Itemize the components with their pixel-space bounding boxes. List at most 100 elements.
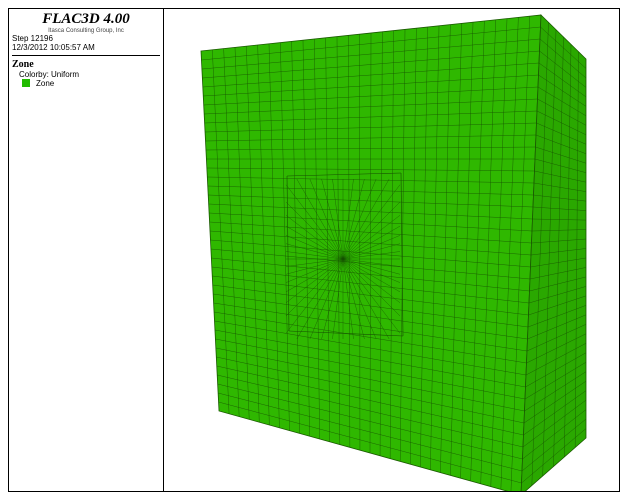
side-grid — [533, 194, 587, 202]
tunnel-mesh — [285, 258, 344, 267]
side-grid — [537, 86, 587, 117]
front-grid — [209, 212, 533, 232]
front-grid — [204, 98, 538, 115]
front-grid — [205, 122, 537, 133]
front-grid — [217, 383, 523, 460]
tunnel-edge — [288, 330, 404, 337]
tunnel-mesh — [342, 243, 401, 260]
front-grid — [214, 320, 527, 376]
tunnel-mesh — [342, 258, 401, 267]
tunnel-mesh — [285, 225, 344, 260]
tunnel-mesh — [285, 258, 344, 303]
title: FLAC3D 4.00 — [42, 11, 130, 27]
side-grid — [522, 399, 587, 448]
tunnel-mesh — [342, 258, 401, 334]
tunnel-mesh — [342, 215, 401, 260]
tunnel-mesh — [321, 258, 344, 340]
front-grid — [201, 38, 541, 70]
side-grid — [532, 206, 587, 211]
timestamp: 12/3/2012 10:05:57 AM — [12, 43, 95, 52]
front-grid — [215, 347, 525, 412]
tunnel-mesh — [342, 258, 354, 340]
tunnel-mesh — [285, 258, 344, 293]
side-grid — [536, 122, 587, 145]
front-grid — [218, 392, 523, 472]
front-grid — [208, 194, 534, 208]
tunnel-mesh — [342, 258, 401, 283]
side-grid — [524, 371, 587, 412]
side-grid — [526, 324, 587, 352]
front-grid — [205, 146, 536, 151]
company: Itasca Consulting Group, Inc — [48, 28, 124, 34]
tunnel-mesh — [342, 258, 390, 340]
tunnel-mesh — [342, 225, 401, 260]
step: Step 12196 — [12, 34, 53, 43]
front-grid — [209, 221, 532, 244]
side-grid — [534, 158, 587, 173]
tunnel-mesh — [342, 178, 354, 260]
side-grid — [535, 134, 587, 154]
tunnel-mesh — [342, 258, 401, 303]
tunnel-mesh — [285, 258, 344, 334]
tunnel-mesh — [321, 178, 344, 260]
side-grid — [531, 238, 587, 244]
front-grid — [216, 365, 524, 436]
legend-label: Zone — [36, 79, 55, 88]
front-grid — [207, 185, 534, 196]
side-grid — [539, 50, 587, 88]
side-grid — [523, 390, 587, 436]
front-grid — [212, 275, 529, 316]
tunnel-edge — [286, 175, 290, 332]
side-grid — [527, 305, 587, 328]
front-grid — [213, 293, 528, 340]
side-grid — [521, 428, 587, 484]
side-grid — [538, 62, 587, 98]
tunnel-mesh — [309, 178, 344, 260]
front-grid — [203, 86, 539, 106]
side-grid — [524, 362, 587, 400]
front-grid — [212, 284, 529, 328]
front-grid — [202, 62, 540, 88]
side-grid — [529, 276, 587, 292]
legend-item: Zone — [9, 79, 163, 88]
section-title: Zone — [12, 59, 34, 70]
tunnel-mesh — [342, 258, 365, 340]
tunnel-mesh — [285, 258, 344, 317]
side-grid — [525, 343, 587, 376]
swatch — [22, 79, 30, 87]
side-grid — [532, 218, 587, 221]
side-grid — [525, 352, 587, 388]
tunnel-mesh — [285, 215, 344, 260]
tunnel-mesh — [285, 258, 344, 275]
front-grid — [218, 401, 522, 484]
front-grid — [216, 356, 525, 424]
plot-window: FLAC3D 4.00 Itasca Consulting Group, Inc… — [8, 8, 620, 492]
side-grid — [522, 409, 587, 460]
side-grid — [540, 26, 587, 69]
side-grid — [526, 333, 587, 364]
front-grid — [206, 167, 535, 172]
tunnel-mesh — [342, 201, 401, 260]
side-grid — [521, 418, 587, 472]
tunnel-edge — [286, 172, 402, 177]
side-grid — [529, 267, 587, 280]
tunnel-mesh — [342, 178, 390, 260]
side-grid — [528, 295, 587, 316]
tunnel-mesh — [342, 258, 401, 275]
front-grid — [211, 257, 530, 292]
tunnel-mesh — [342, 184, 401, 260]
tunnel-mesh — [342, 258, 401, 317]
tunnel-mesh — [285, 184, 344, 260]
front-grid — [210, 239, 531, 268]
front-grid — [210, 248, 531, 280]
tunnel-mesh — [285, 243, 344, 260]
side-grid — [537, 98, 587, 126]
front-grid — [211, 266, 530, 304]
side-grid — [523, 380, 587, 424]
tunnel-mesh — [296, 258, 344, 340]
side-grid — [533, 182, 587, 192]
tunnel-mesh — [285, 201, 344, 260]
model — [200, 14, 587, 491]
front-grid — [207, 176, 535, 184]
front-grid — [214, 329, 526, 388]
